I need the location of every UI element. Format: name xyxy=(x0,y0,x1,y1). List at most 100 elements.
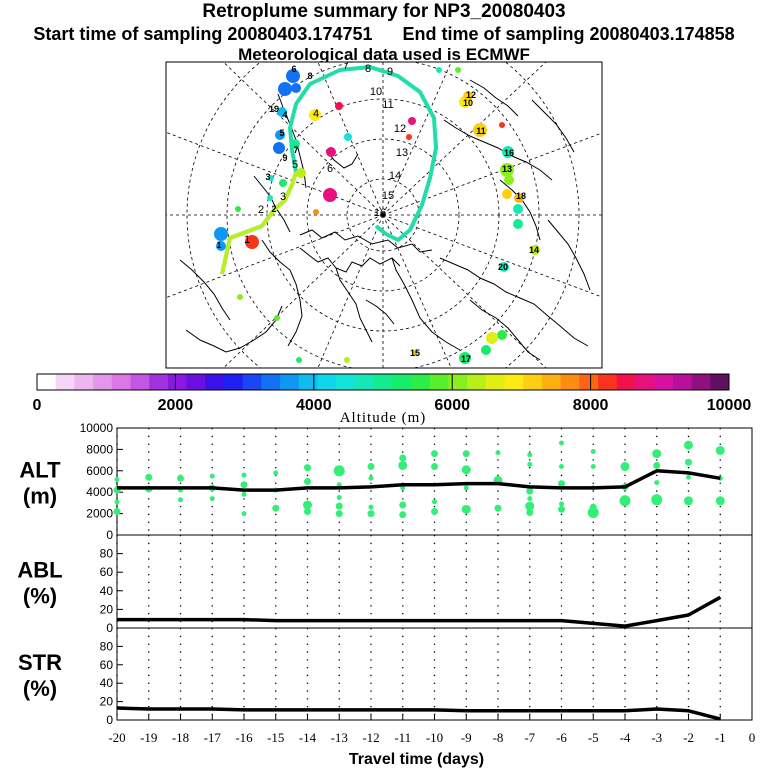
map-plume-label: 5 xyxy=(279,128,284,138)
map-plume-label: 8 xyxy=(307,71,312,81)
colorbar-swatch xyxy=(167,374,188,390)
map-trajectory-number: 16 xyxy=(374,207,386,219)
colorbar-swatch xyxy=(317,374,337,390)
y-tick-label: 40 xyxy=(100,584,114,598)
plume-point xyxy=(684,440,693,450)
plume-point xyxy=(241,472,247,478)
map-plume-dot xyxy=(502,189,512,199)
map-plume-dot xyxy=(344,133,352,141)
colorbar-tick-label: 4000 xyxy=(296,397,332,414)
colorbar-swatch xyxy=(672,374,693,390)
colorbar-swatch xyxy=(298,374,319,390)
trajectory-start-segment xyxy=(220,171,298,275)
map-plume-label: 13 xyxy=(502,164,512,174)
plume-point xyxy=(399,454,407,462)
map-trajectory-number: 9 xyxy=(387,66,393,78)
x-axis-label: Travel time (days) xyxy=(349,751,484,768)
map-plume-dot xyxy=(504,175,514,185)
plume-point xyxy=(461,465,471,475)
plume-point xyxy=(368,504,374,510)
map-plume-dot xyxy=(499,262,509,272)
plume-point xyxy=(368,475,374,481)
x-tick-label: -10 xyxy=(426,730,443,745)
colorbar-swatch xyxy=(411,374,431,390)
plume-point xyxy=(431,507,438,515)
plume-point xyxy=(527,461,533,467)
plume-point xyxy=(304,478,311,485)
map-plume-dot xyxy=(463,91,473,101)
map-plume-dot xyxy=(273,142,285,154)
y-axis-label: ABL xyxy=(17,558,62,583)
map-trajectory-number: 13 xyxy=(396,147,408,159)
x-tick-label: -13 xyxy=(331,730,348,745)
plume-point xyxy=(715,496,725,506)
map-plume-dot xyxy=(335,102,343,110)
map-plume-dot xyxy=(514,193,524,203)
map-plume-label: 14 xyxy=(529,245,539,255)
colorbar-swatch xyxy=(504,374,524,390)
y-tick-label: 0 xyxy=(106,621,113,635)
map-plume-dot xyxy=(323,188,337,202)
colorbar-swatch xyxy=(130,374,150,390)
y-axis-unit: (%) xyxy=(23,584,57,609)
y-tick-label: 0 xyxy=(106,713,113,727)
colorbar-swatch xyxy=(654,374,674,390)
plume-point xyxy=(335,502,343,510)
plume-point xyxy=(431,463,438,471)
x-tick-label: -18 xyxy=(172,730,189,745)
map-trajectory-number: 8 xyxy=(365,63,371,75)
colorbar-tick-label: 2000 xyxy=(158,397,194,414)
plume-point xyxy=(558,480,565,488)
plume-point xyxy=(177,474,184,482)
map-plume-dot xyxy=(344,357,350,363)
x-tick-label: -16 xyxy=(235,730,253,745)
map-plume-dot xyxy=(275,130,285,140)
plume-point xyxy=(653,461,661,469)
plume-point xyxy=(240,481,248,489)
plume-point xyxy=(495,450,501,456)
colorbar-swatch xyxy=(354,374,375,390)
map-plume-dot xyxy=(274,315,280,321)
map-plume-label: 9 xyxy=(282,153,287,163)
map-plume-dot xyxy=(513,219,523,229)
map-trajectory-number: 12 xyxy=(394,123,406,135)
colorbar-swatch xyxy=(205,374,225,390)
y-tick-label: 60 xyxy=(100,658,114,672)
start-time-label: Start time of sampling 20080403.174751 xyxy=(33,24,373,44)
map-plume-dot xyxy=(412,350,418,356)
map-plume-dot xyxy=(313,209,319,215)
x-tick-label: -11 xyxy=(394,730,411,745)
x-tick-label: -20 xyxy=(108,730,125,745)
colorbar-swatch xyxy=(429,374,449,390)
plume-point xyxy=(400,485,406,491)
plume-point xyxy=(178,497,183,503)
colorbar-swatch xyxy=(467,374,487,390)
y-tick-label: 8000 xyxy=(86,442,113,456)
map-plume-dot xyxy=(436,67,442,73)
map-plume-dots xyxy=(214,67,540,364)
plume-point xyxy=(273,470,279,476)
plume-point xyxy=(620,462,630,472)
map-plume-label: 2 xyxy=(271,204,276,214)
plume-point xyxy=(367,463,375,471)
plume-point xyxy=(494,504,502,512)
plume-point xyxy=(333,465,345,477)
map-trajectory-number: 3 xyxy=(280,191,286,203)
plume-point xyxy=(304,464,311,472)
plume-point xyxy=(113,507,121,515)
map-plume-dot xyxy=(296,357,302,363)
colorbar-tick-label: 8000 xyxy=(573,397,609,414)
plume-point xyxy=(685,458,692,466)
map-plume-label: 12 xyxy=(466,90,476,100)
map-plume-dot xyxy=(268,175,274,181)
map-trajectory-number: 2 xyxy=(258,204,264,216)
plume-point xyxy=(559,440,564,446)
colorbar-swatch xyxy=(37,374,57,390)
plume-point xyxy=(367,510,375,518)
x-tick-label: -7 xyxy=(524,730,535,745)
map-plume-dot xyxy=(245,235,259,249)
colorbar-swatch xyxy=(55,374,75,390)
colorbar-swatch xyxy=(93,374,113,390)
